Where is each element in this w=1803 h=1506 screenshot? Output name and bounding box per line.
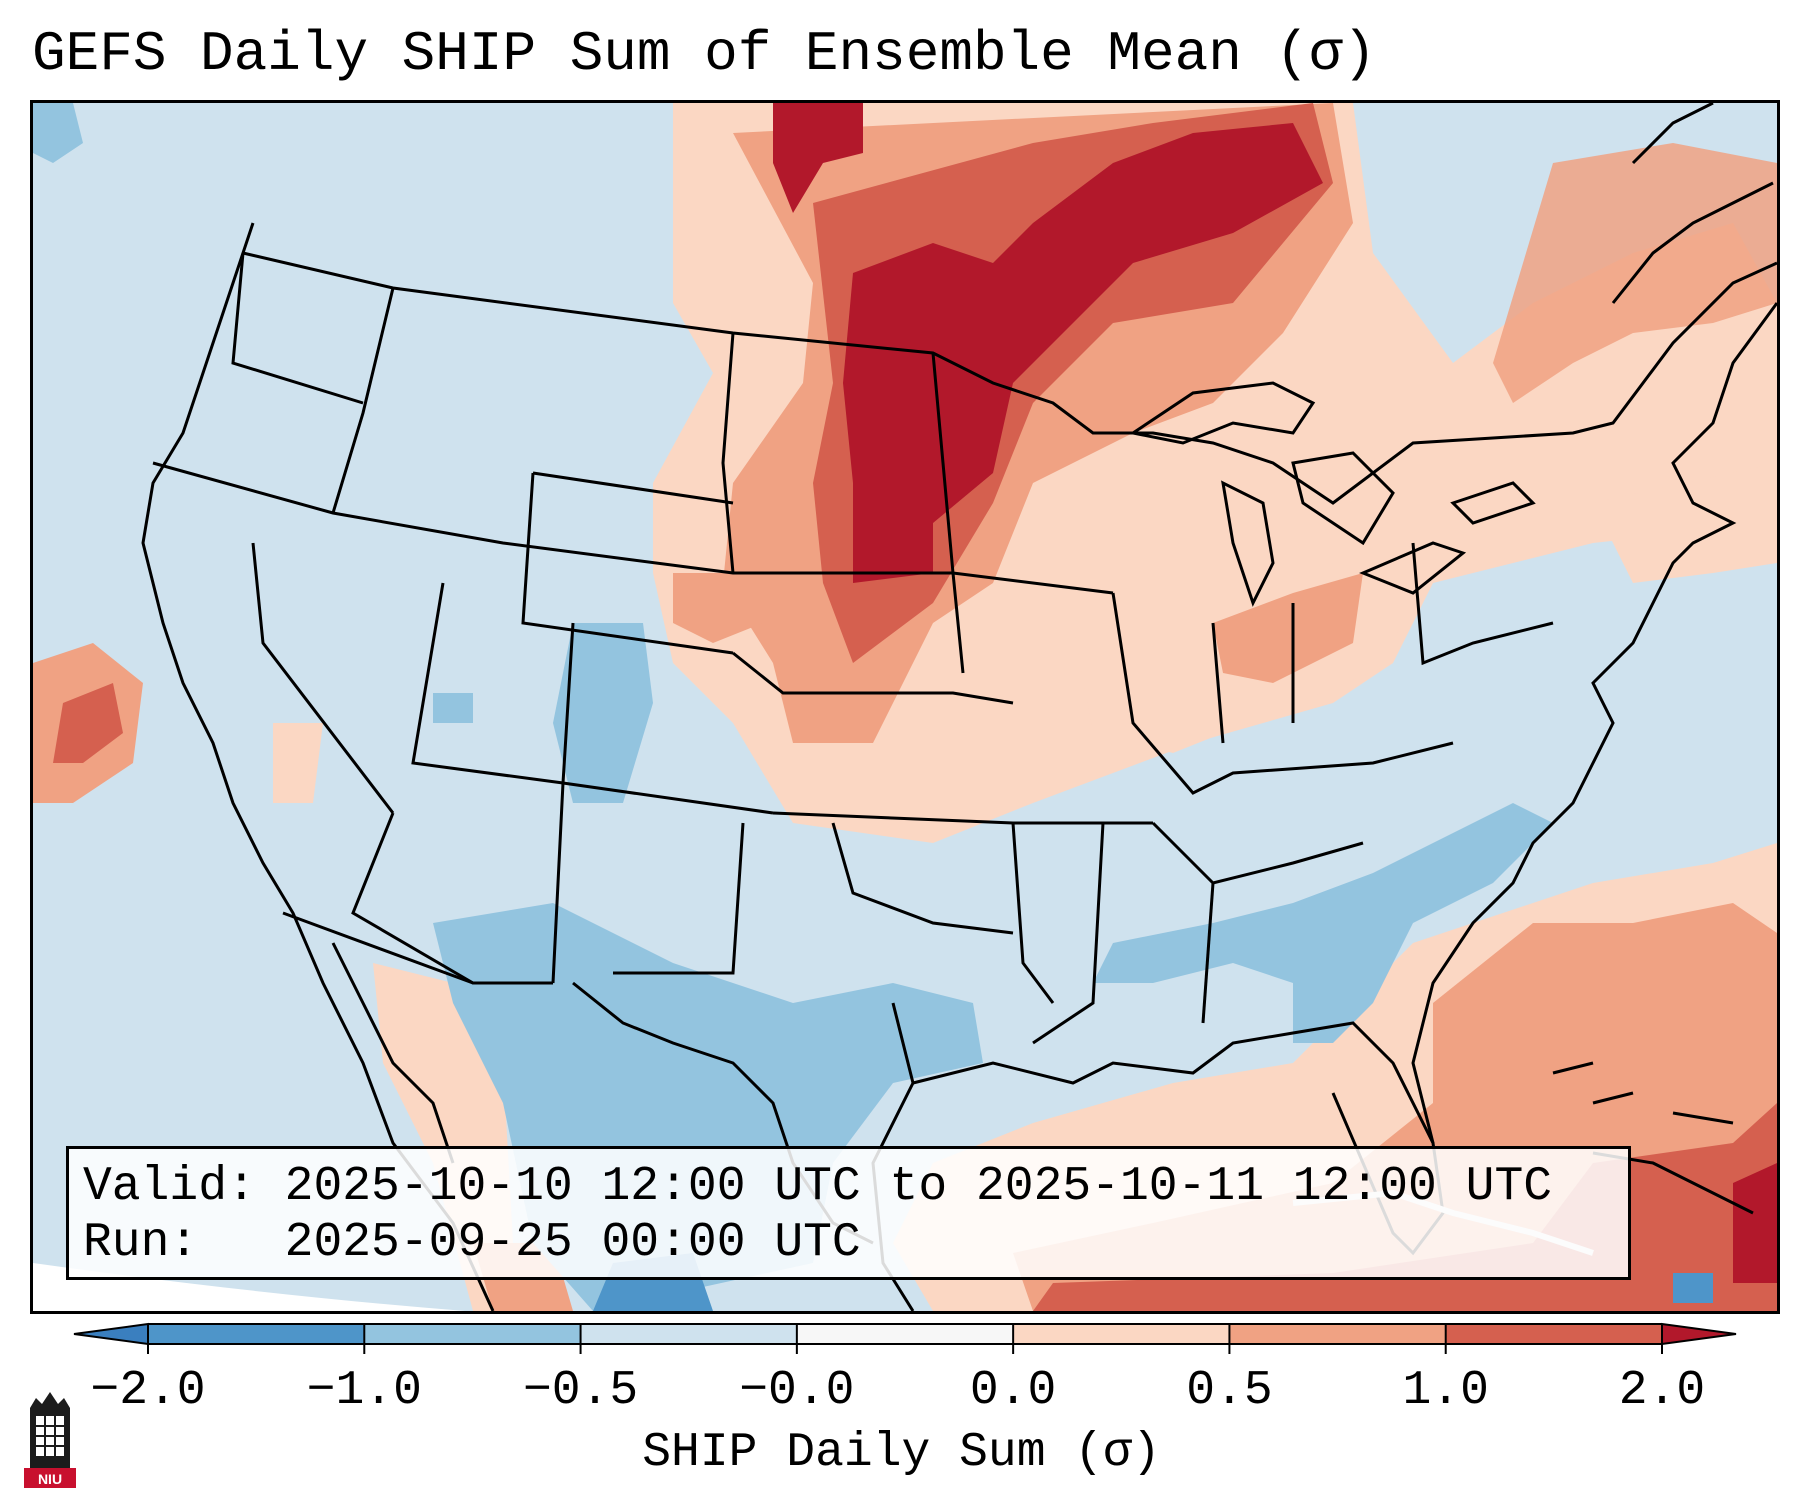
colorbar-tick-label: 2.0 bbox=[1618, 1364, 1706, 1418]
state-line bbox=[1111, 592, 1454, 795]
state-line bbox=[1011, 822, 1055, 1004]
state-line bbox=[331, 287, 395, 514]
colorbar-tick-label: 0.5 bbox=[1186, 1364, 1273, 1418]
atlantic-coast bbox=[1411, 302, 1777, 1144]
logo-text: NIU bbox=[38, 1471, 62, 1487]
island bbox=[1552, 1061, 1594, 1075]
colorbar-tick-label: −2.0 bbox=[90, 1364, 206, 1418]
lake-huron bbox=[1291, 451, 1395, 546]
state-line bbox=[613, 822, 745, 975]
map-title: GEFS Daily SHIP Sum of Ensemble Mean (σ) bbox=[32, 22, 1377, 86]
run-value: 2025-09-25 00:00 UTC bbox=[284, 1216, 861, 1270]
state-line bbox=[1211, 622, 1225, 744]
positive-anomaly-region bbox=[653, 103, 1777, 843]
anomaly-map bbox=[33, 103, 1777, 1311]
colorbar-bin-05-1 bbox=[1229, 1324, 1446, 1344]
state-line bbox=[831, 822, 1014, 935]
island bbox=[1592, 1091, 1634, 1105]
colorbar-bin-zero bbox=[796, 1324, 1014, 1344]
island bbox=[1672, 1111, 1734, 1125]
state-line bbox=[931, 352, 965, 674]
map-panel bbox=[30, 100, 1780, 1314]
colorbar-extend-high bbox=[1661, 1322, 1737, 1346]
state-line bbox=[551, 622, 575, 984]
state-line bbox=[721, 332, 735, 574]
lake-superior bbox=[1129, 381, 1316, 445]
state-line bbox=[521, 472, 734, 655]
boundaries bbox=[141, 103, 1777, 1311]
state-line bbox=[1201, 882, 1215, 1024]
state-line bbox=[1151, 821, 1364, 885]
state-line bbox=[282, 911, 474, 985]
colorbar-outline bbox=[148, 1323, 1662, 1345]
valid-label: Valid: bbox=[83, 1160, 256, 1214]
state-line bbox=[732, 651, 1014, 705]
pacific-coast bbox=[141, 222, 495, 1311]
lake-ontario bbox=[1450, 481, 1536, 525]
lake-erie bbox=[1359, 541, 1467, 595]
state-line bbox=[351, 812, 553, 985]
colorbar-tick-label: −0.5 bbox=[522, 1364, 639, 1418]
state-line bbox=[231, 252, 364, 405]
colorbar-tick-label: 1.0 bbox=[1402, 1364, 1489, 1418]
run-label: Run: bbox=[83, 1216, 199, 1270]
colorbar-bin-neg2-neg1 bbox=[148, 1324, 365, 1344]
colorbar-tick-label: −1.0 bbox=[306, 1364, 422, 1418]
colorbar-bin-0-05 bbox=[1013, 1324, 1230, 1344]
canada-border bbox=[242, 251, 1777, 505]
projection-edge bbox=[33, 1263, 466, 1311]
state-line bbox=[532, 471, 734, 505]
colorbar-tick-label: −0.0 bbox=[739, 1364, 855, 1418]
colorbar-bin-1-2 bbox=[1445, 1324, 1662, 1344]
canada-coast bbox=[1631, 103, 1714, 165]
colorbar-tick-label: 0.0 bbox=[969, 1364, 1057, 1418]
state-line bbox=[1032, 822, 1105, 1045]
validity-info-box: Valid: 2025-10-10 12:00 UTC to 2025-10-1… bbox=[66, 1146, 1631, 1280]
state-line bbox=[251, 542, 395, 814]
state-line bbox=[152, 461, 1114, 595]
niu-logo: NIU bbox=[24, 1392, 76, 1488]
baja-coast bbox=[331, 942, 455, 1164]
state-line bbox=[1411, 542, 1554, 666]
colorbar-bin-neg05-neg0 bbox=[580, 1324, 797, 1344]
lake-michigan bbox=[1221, 480, 1275, 607]
colorbar-bin-neg1-neg05 bbox=[364, 1324, 581, 1344]
canada-coast bbox=[1611, 181, 1774, 304]
state-line bbox=[411, 582, 774, 815]
valid-value: 2025-10-10 12:00 UTC to 2025-10-11 12:00… bbox=[284, 1160, 1553, 1214]
colorbar-label: SHIP Daily Sum (σ) bbox=[642, 1426, 1161, 1480]
colorbar-extend-low bbox=[73, 1322, 149, 1346]
